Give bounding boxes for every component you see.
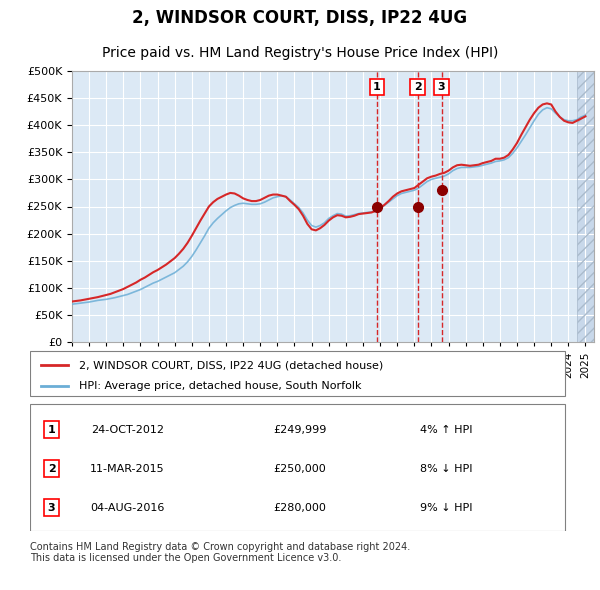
Text: 2, WINDSOR COURT, DISS, IP22 4UG (detached house): 2, WINDSOR COURT, DISS, IP22 4UG (detach… xyxy=(79,360,383,370)
Text: 3: 3 xyxy=(48,503,55,513)
Text: 3: 3 xyxy=(437,82,445,92)
Text: 24-OCT-2012: 24-OCT-2012 xyxy=(91,425,164,435)
Text: 4% ↑ HPI: 4% ↑ HPI xyxy=(419,425,472,435)
Bar xyxy=(577,71,594,342)
Text: £280,000: £280,000 xyxy=(274,503,326,513)
Text: 1: 1 xyxy=(48,425,55,435)
Text: HPI: Average price, detached house, South Norfolk: HPI: Average price, detached house, Sout… xyxy=(79,381,361,391)
FancyBboxPatch shape xyxy=(30,350,565,396)
Text: Contains HM Land Registry data © Crown copyright and database right 2024.
This d: Contains HM Land Registry data © Crown c… xyxy=(30,542,410,563)
FancyBboxPatch shape xyxy=(30,404,565,531)
Text: 8% ↓ HPI: 8% ↓ HPI xyxy=(419,464,472,474)
Text: 2: 2 xyxy=(413,82,421,92)
Bar xyxy=(577,71,594,342)
Text: £249,999: £249,999 xyxy=(274,425,326,435)
Text: 1: 1 xyxy=(373,82,380,92)
Text: 9% ↓ HPI: 9% ↓ HPI xyxy=(419,503,472,513)
Text: 04-AUG-2016: 04-AUG-2016 xyxy=(90,503,164,513)
Text: 2: 2 xyxy=(48,464,55,474)
Text: 11-MAR-2015: 11-MAR-2015 xyxy=(90,464,164,474)
Text: £250,000: £250,000 xyxy=(274,464,326,474)
Text: 2, WINDSOR COURT, DISS, IP22 4UG: 2, WINDSOR COURT, DISS, IP22 4UG xyxy=(133,9,467,27)
Text: Price paid vs. HM Land Registry's House Price Index (HPI): Price paid vs. HM Land Registry's House … xyxy=(102,46,498,60)
